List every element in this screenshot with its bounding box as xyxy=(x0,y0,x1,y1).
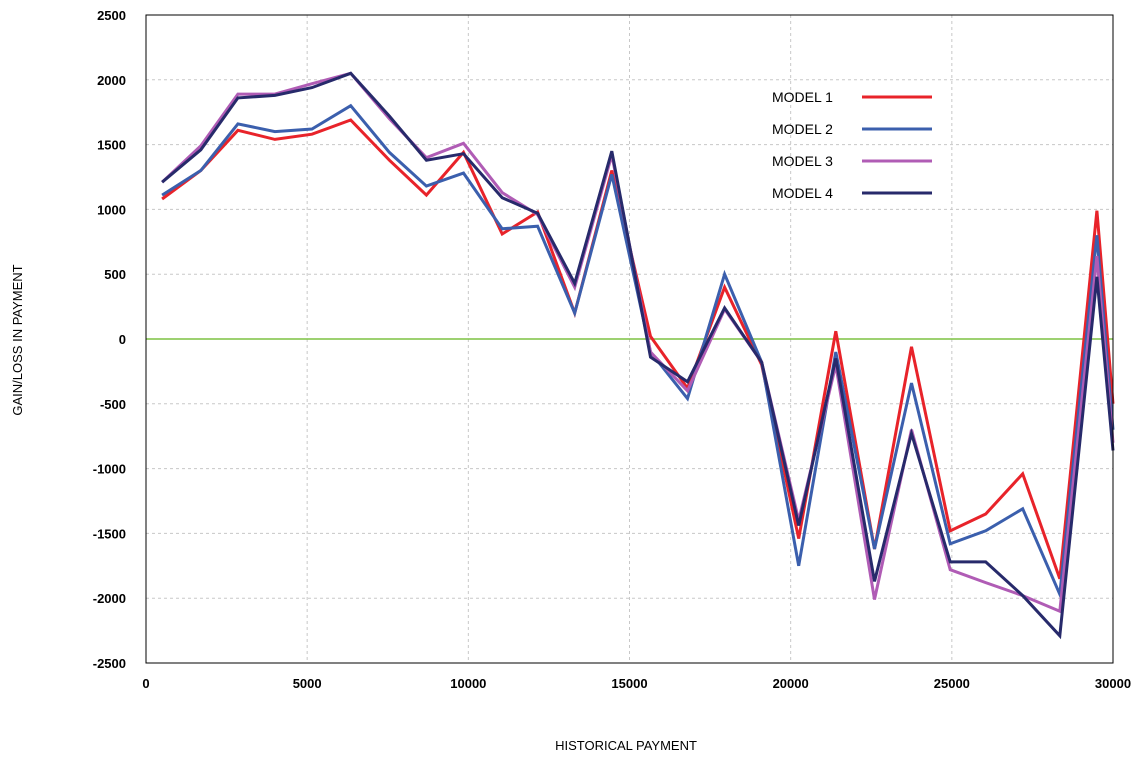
x-tick-label: 5000 xyxy=(293,676,322,691)
x-axis-label: HISTORICAL PAYMENT xyxy=(555,738,697,753)
y-tick-labels: -2500 -2000 -1500 -1000 -500 0 500 1000 1500 2000… xyxy=(93,8,126,671)
legend-label-model-3: MODEL 3 xyxy=(772,153,833,169)
legend-label-model-1: MODEL 1 xyxy=(772,89,833,105)
x-tick-labels: 0 5000 10000 15000 20000 25000 30000 xyxy=(142,676,1131,691)
y-tick-label: 2000 xyxy=(97,73,126,88)
series-line-model-1 xyxy=(161,118,1115,580)
y-axis-label: GAIN/LOSS IN PAYMENT xyxy=(10,264,25,415)
x-tick-label: 0 xyxy=(142,676,149,691)
y-tick-label: 1500 xyxy=(97,138,126,153)
x-tick-label: 30000 xyxy=(1095,676,1131,691)
series-line-model-4 xyxy=(161,71,1115,640)
plot-frame xyxy=(145,14,1114,664)
legend: MODEL 1 MODEL 2 MODEL 3 MODEL 4 xyxy=(772,89,932,201)
series-group xyxy=(161,71,1115,640)
y-tick-label: 2500 xyxy=(97,8,126,23)
x-tick-label: 25000 xyxy=(934,676,970,691)
y-tick-label: -1500 xyxy=(93,526,126,541)
x-tick-label: 20000 xyxy=(773,676,809,691)
y-tick-label: -2500 xyxy=(93,656,126,671)
y-tick-label: -2000 xyxy=(93,591,126,606)
y-tick-label: -500 xyxy=(100,397,126,412)
y-tick-label: 1000 xyxy=(97,202,126,217)
legend-label-model-2: MODEL 2 xyxy=(772,121,833,137)
x-tick-label: 15000 xyxy=(611,676,647,691)
y-tick-label: 0 xyxy=(119,332,126,347)
legend-label-model-4: MODEL 4 xyxy=(772,185,833,201)
y-tick-label: -1000 xyxy=(93,462,126,477)
y-tick-label: 500 xyxy=(104,267,126,282)
x-tick-label: 10000 xyxy=(450,676,486,691)
